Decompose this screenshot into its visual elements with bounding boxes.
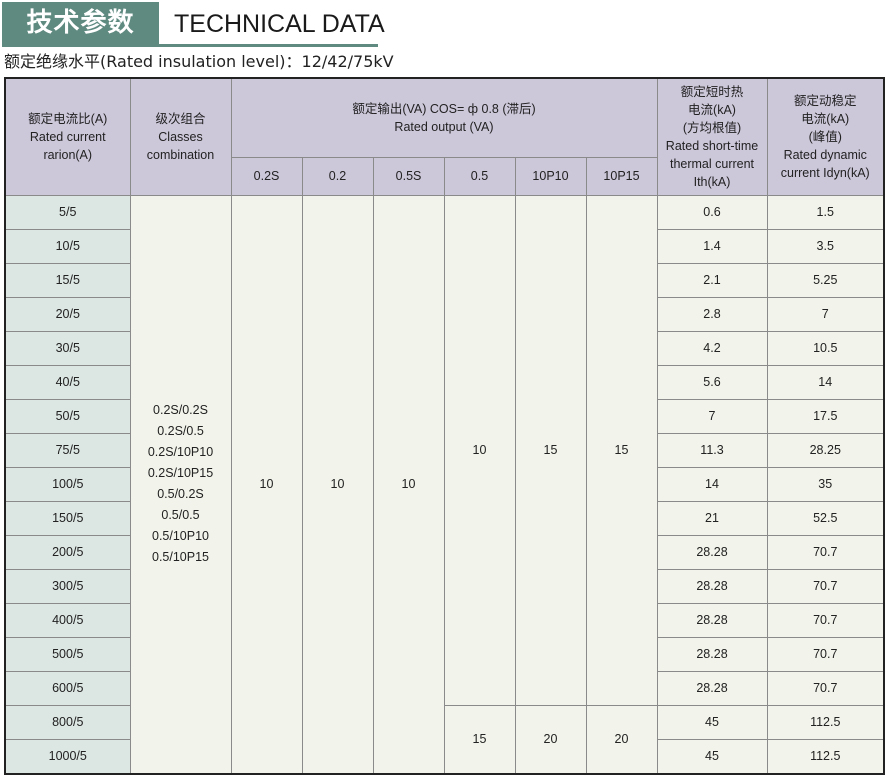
classes-cell: 0.2S/0.2S 0.2S/0.5 0.2S/10P10 0.2S/10P15 0.5…: [129, 194, 232, 774]
thermal-cell: 28.28: [656, 670, 768, 706]
thermal-cell: 28.28: [656, 534, 768, 570]
output-cell: 20: [585, 704, 658, 774]
table-row: 300/5 28.28 70.7: [4, 568, 885, 604]
dynamic-cell: 70.7: [766, 602, 885, 638]
ratio-cell: 1000/5: [4, 738, 131, 774]
class-combination: 0.2S/0.2S: [153, 403, 208, 417]
ratio-cell: 75/5: [4, 432, 131, 468]
header-dynamic: 额定动稳定 电流(kA) (峰值) Rated dynamic current Idyn…: [766, 77, 885, 196]
dynamic-cell: 5.25: [766, 262, 885, 298]
table-row: 1000/5 45 112.5: [4, 738, 885, 774]
header-ratio: 额定电流比(A) Rated current rarion(A): [4, 77, 131, 196]
section-title: 技术参数 TECHNICAL DATA: [2, 2, 385, 47]
output-cell: 15: [514, 194, 587, 706]
thermal-cell: 21: [656, 500, 768, 536]
thermal-cell: 2.1: [656, 262, 768, 298]
table-row: 600/5 28.28 70.7: [4, 670, 885, 706]
ratio-cell: 40/5: [4, 364, 131, 400]
dynamic-cell: 10.5: [766, 330, 885, 366]
dynamic-cell: 1.5: [766, 194, 885, 230]
header-output-col: 0.2: [301, 156, 374, 196]
dynamic-cell: 3.5: [766, 228, 885, 264]
thermal-cell: 7: [656, 398, 768, 434]
ratio-cell: 50/5: [4, 398, 131, 434]
class-combination: 0.2S/0.5: [157, 424, 204, 438]
thermal-cell: 4.2: [656, 330, 768, 366]
thermal-cell: 45: [656, 738, 768, 774]
table-row: 500/5 28.28 70.7: [4, 636, 885, 672]
ratio-cell: 800/5: [4, 704, 131, 740]
output-cell: 10: [230, 194, 303, 774]
header-thermal: 额定短时热 电流(kA) (方均根值) Rated short-time thermal…: [656, 77, 768, 196]
dynamic-cell: 14: [766, 364, 885, 400]
thermal-cell: 28.28: [656, 568, 768, 604]
header-classes: 级次组合 Classes combination: [129, 77, 232, 196]
header-output-col: 10P15: [585, 156, 658, 196]
title-cn: 技术参数: [2, 2, 159, 44]
ratio-cell: 10/5: [4, 228, 131, 264]
header-output-col: 0.5S: [372, 156, 445, 196]
dynamic-cell: 70.7: [766, 534, 885, 570]
table-row: 800/5 15 20 20 45 112.5: [4, 704, 885, 774]
ratio-cell: 5/5: [4, 194, 131, 230]
header-output-col: 0.2S: [230, 156, 303, 196]
table-row: 50/5 7 17.5: [4, 398, 885, 434]
class-combination: 0.2S/10P10: [147, 445, 214, 459]
table-row: 20/5 2.8 7: [4, 296, 885, 332]
thermal-cell: 45: [656, 704, 768, 740]
ratio-cell: 500/5: [4, 636, 131, 672]
dynamic-cell: 70.7: [766, 670, 885, 706]
output-cell: 15: [585, 194, 658, 706]
table-row: 100/5 14 35: [4, 466, 885, 502]
thermal-cell: 2.8: [656, 296, 768, 332]
ratio-cell: 300/5: [4, 568, 131, 604]
dynamic-cell: 7: [766, 296, 885, 332]
dynamic-cell: 112.5: [766, 704, 885, 740]
output-cell: 15: [443, 704, 516, 774]
technical-data-table: 额定电流比(A) Rated current rarion(A) 级次组合 Class…: [4, 77, 885, 775]
dynamic-cell: 17.5: [766, 398, 885, 434]
header-output-col: 0.5: [443, 156, 516, 196]
header-output-col: 10P10: [514, 156, 587, 196]
ratio-cell: 200/5: [4, 534, 131, 570]
table-row: 400/5 28.28 70.7: [4, 602, 885, 638]
header-output: 额定输出(VA) COS= ф 0.8 (滞后) Rated output (VA…: [230, 77, 658, 158]
thermal-cell: 0.6: [656, 194, 768, 230]
ratio-cell: 600/5: [4, 670, 131, 706]
thermal-cell: 28.28: [656, 602, 768, 638]
dynamic-cell: 35: [766, 466, 885, 502]
output-cell: 10: [443, 194, 516, 706]
thermal-cell: 14: [656, 466, 768, 502]
output-cell: 10: [372, 194, 445, 774]
dynamic-cell: 112.5: [766, 738, 885, 774]
dynamic-cell: 28.25: [766, 432, 885, 468]
class-combination: 0.5/0.2S: [157, 487, 204, 501]
ratio-cell: 150/5: [4, 500, 131, 536]
table-row: 5/5 0.2S/0.2S 0.2S/0.5 0.2S/10P10 0.2S/10P15…: [4, 194, 885, 774]
class-combination: 0.2S/10P15: [147, 466, 214, 480]
ratio-cell: 30/5: [4, 330, 131, 366]
output-cell: 10: [301, 194, 374, 774]
insulation-level: 额定绝缘水平(Rated insulation level)：12/42/75k…: [4, 52, 394, 71]
title-en: TECHNICAL DATA: [174, 10, 385, 38]
dynamic-cell: 52.5: [766, 500, 885, 536]
class-combination: 0.5/0.5: [161, 508, 200, 522]
class-combination: 0.5/10P15: [152, 550, 209, 564]
table-row: 10/5 1.4 3.5: [4, 228, 885, 264]
output-cell: 20: [514, 704, 587, 774]
thermal-cell: 5.6: [656, 364, 768, 400]
ratio-cell: 15/5: [4, 262, 131, 298]
class-combination: 0.5/10P10: [152, 529, 209, 543]
thermal-cell: 11.3: [656, 432, 768, 468]
thermal-cell: 1.4: [656, 228, 768, 264]
dynamic-cell: 70.7: [766, 636, 885, 672]
ratio-cell: 100/5: [4, 466, 131, 502]
ratio-cell: 20/5: [4, 296, 131, 332]
thermal-cell: 28.28: [656, 636, 768, 672]
ratio-cell: 400/5: [4, 602, 131, 638]
table-row: 15/5 2.1 5.25: [4, 262, 885, 298]
table-row: 75/5 11.3 28.25: [4, 432, 885, 468]
dynamic-cell: 70.7: [766, 568, 885, 604]
table-row: 150/5 21 52.5: [4, 500, 885, 536]
